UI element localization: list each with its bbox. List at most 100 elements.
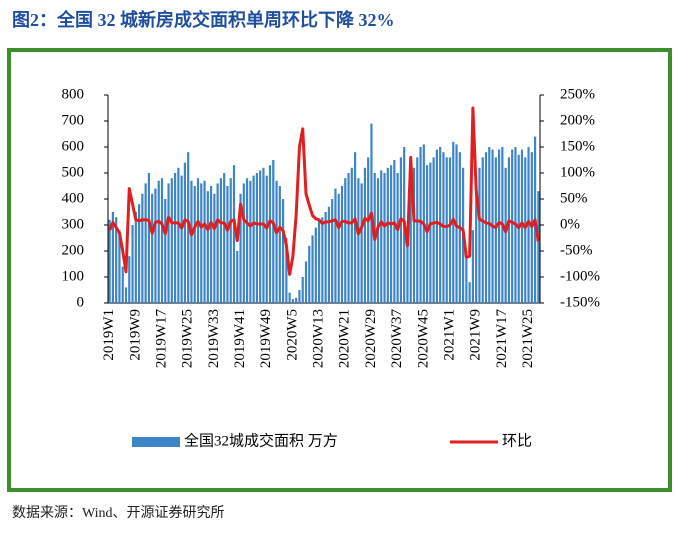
bar: [200, 183, 203, 303]
bar: [216, 183, 219, 303]
bar: [183, 162, 187, 303]
bar: [367, 157, 370, 303]
x-tick-label: 2020W37: [389, 309, 405, 369]
bar: [334, 188, 337, 303]
bar: [435, 149, 439, 303]
bar: [445, 157, 448, 303]
bar: [206, 191, 209, 303]
bar: [295, 297, 298, 303]
bar: [383, 173, 386, 303]
bar: [399, 157, 403, 303]
x-tick-label: 2021W9: [468, 309, 484, 361]
bar: [147, 173, 151, 303]
x-tick-label: 2020W5: [284, 309, 300, 361]
bar: [115, 217, 118, 303]
bar: [468, 282, 471, 303]
bar: [350, 167, 353, 303]
source: 数据来源：Wind、开源证券研究所: [12, 505, 225, 521]
bar: [144, 183, 147, 303]
line: [108, 106, 540, 276]
y2-tick-label: 0%: [560, 216, 580, 232]
bar: [409, 178, 412, 303]
bar: [213, 193, 216, 303]
bar: [190, 180, 193, 303]
bar: [317, 219, 321, 303]
bar: [180, 175, 183, 303]
bar: [298, 290, 301, 303]
bar: [232, 165, 236, 303]
bar: [412, 167, 416, 303]
bar: [465, 251, 468, 303]
bar: [520, 149, 524, 303]
bar: [167, 183, 170, 303]
bar: [281, 199, 285, 303]
bar: [255, 173, 259, 303]
bar: [376, 178, 380, 303]
x-tick-label: 2021W25: [520, 309, 536, 368]
bar: [337, 193, 340, 303]
bar: [432, 157, 435, 303]
y-tick-label: 500: [62, 164, 85, 180]
bar: [429, 162, 432, 303]
legend-swatch: [132, 437, 180, 447]
bar: [478, 167, 481, 303]
bar: [236, 251, 239, 303]
bar: [504, 167, 507, 303]
y-tick-label: 400: [62, 190, 85, 206]
bar: [497, 149, 501, 303]
bar: [141, 193, 144, 303]
bar: [229, 178, 232, 303]
x-tick-label: 2020W13: [311, 309, 327, 368]
bar: [393, 160, 396, 303]
bar: [151, 193, 154, 303]
bar: [121, 266, 124, 303]
bar: [196, 178, 200, 303]
y2-tick-label: 50%: [560, 190, 588, 206]
x-tick-label: 2020W21: [337, 309, 353, 368]
frame: [7, 48, 672, 492]
bar: [124, 287, 128, 303]
y-tick-label: 100: [62, 268, 85, 284]
bar: [209, 186, 213, 303]
bar: [193, 186, 196, 303]
bar: [475, 180, 478, 303]
y2-tick-label: -50%: [560, 242, 593, 258]
bar: [363, 167, 367, 303]
bar: [288, 292, 291, 303]
bar: [160, 178, 164, 303]
bar: [396, 173, 399, 303]
y2-tick-label: 250%: [560, 86, 595, 102]
bar: [324, 212, 327, 303]
x-tick-label: 2019W49: [258, 309, 274, 368]
bar: [128, 256, 131, 303]
bar: [448, 157, 452, 303]
bar: [471, 230, 475, 303]
bar: [419, 147, 422, 303]
bar: [311, 235, 314, 303]
y2-tick-label: -100%: [560, 268, 600, 284]
bar: [301, 277, 304, 303]
x-tick-label: 2019W33: [206, 309, 222, 368]
x-tick-label: 2019W9: [127, 309, 143, 361]
bar: [154, 188, 157, 303]
bar: [304, 261, 308, 303]
bar: [331, 199, 334, 303]
y2-tick-label: 200%: [560, 112, 595, 128]
bar: [137, 204, 141, 303]
bar: [164, 199, 167, 303]
bar: [265, 175, 268, 303]
y2-tick-label: -150%: [560, 294, 600, 310]
bar: [357, 178, 360, 303]
bar: [249, 180, 252, 303]
bar: [226, 186, 229, 303]
bar: [239, 193, 242, 303]
bar: [481, 157, 484, 303]
bar: [314, 227, 317, 303]
bar: [484, 152, 488, 303]
bar: [131, 225, 134, 303]
x-tick-label: 2021W1: [441, 309, 457, 361]
bar: [134, 212, 137, 303]
x-tick-label: 2019W25: [180, 309, 196, 368]
bar: [347, 173, 350, 303]
bar: [223, 173, 226, 303]
